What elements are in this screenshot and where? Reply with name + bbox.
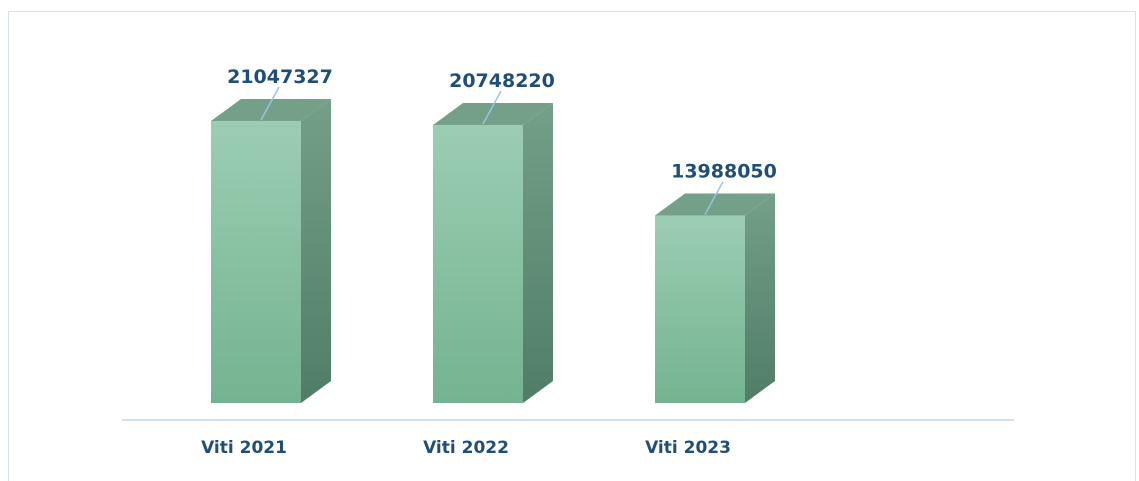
bar-side-face <box>745 193 775 403</box>
category-label-1: Viti 2021 <box>201 438 287 458</box>
bar-2 <box>433 102 553 404</box>
bar-1 <box>211 98 331 403</box>
bar-top-face <box>655 193 775 216</box>
chart-frame <box>8 11 1136 481</box>
bar-top-face <box>211 98 331 121</box>
data-label-3: 13988050 <box>671 161 777 183</box>
data-label-2: 20748220 <box>449 70 555 92</box>
bar-side-face <box>301 98 331 403</box>
bar-front-face <box>655 215 745 403</box>
category-label-2: Viti 2022 <box>423 438 509 458</box>
bar-front-face <box>433 124 523 404</box>
bar-side-face <box>523 102 553 404</box>
data-label-leader <box>704 181 724 215</box>
data-label-1: 21047327 <box>227 66 333 88</box>
bar-top-face <box>433 102 553 125</box>
bar-chart: 21047327 Viti 2021 20748220 Viti 2022 139880… <box>122 66 1014 458</box>
category-label-3: Viti 2023 <box>645 438 731 458</box>
data-label-leader <box>260 86 280 121</box>
data-label-leader <box>482 90 502 125</box>
bar-3 <box>655 193 775 403</box>
bar-front-face <box>211 120 301 403</box>
